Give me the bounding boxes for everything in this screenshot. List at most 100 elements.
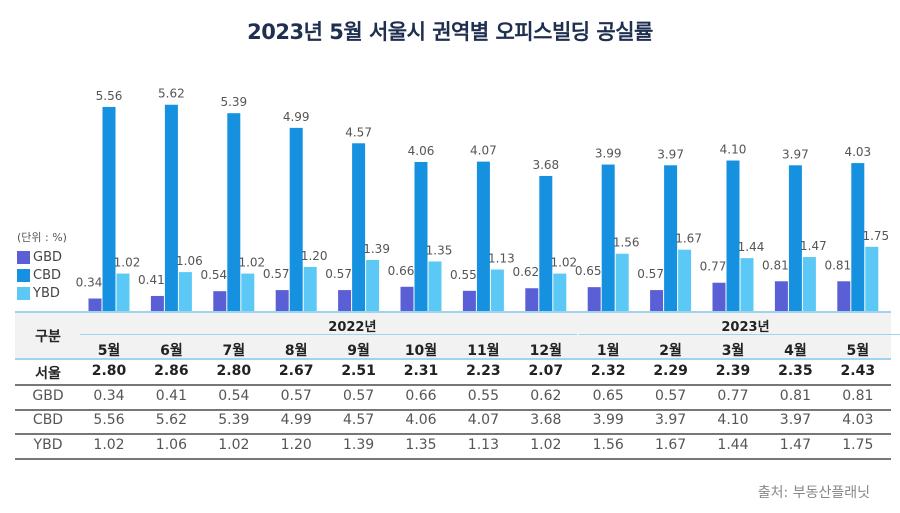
- bar-gbd: [400, 286, 414, 311]
- month-header: 9월: [347, 343, 370, 359]
- table-cell: 1.44: [717, 437, 749, 453]
- bar-cbd: [726, 160, 740, 311]
- table-cell: 1.56: [592, 437, 624, 453]
- table-cell: 0.57: [280, 388, 312, 404]
- legend-gbd: GBD: [17, 250, 62, 265]
- month-header: 10월: [404, 343, 438, 359]
- table-cell: 2.51: [341, 363, 376, 379]
- table-cell: 0.81: [779, 388, 811, 404]
- row-label-ybd: YBD: [33, 437, 63, 453]
- table-cell: 3.68: [530, 412, 562, 428]
- data-label-cbd: 4.10: [720, 143, 747, 157]
- data-label-cbd: 3.97: [657, 147, 684, 161]
- bar-gbd: [712, 282, 726, 311]
- table-cell: 0.65: [592, 388, 624, 404]
- row-label-서울: 서울: [35, 366, 61, 382]
- bar-cbd: [289, 127, 303, 311]
- month-header: 1월: [596, 343, 620, 359]
- bar-gbd: [213, 291, 227, 311]
- table-cell: 1.02: [93, 437, 125, 453]
- table-cell: 2.32: [590, 363, 626, 379]
- month-header: 11월: [467, 343, 500, 359]
- month-header: 5월: [97, 343, 121, 359]
- bar-ybd: [553, 273, 567, 311]
- data-label-gbd: 0.81: [824, 258, 851, 272]
- data-label-ybd: 1.35: [426, 243, 453, 257]
- month-header: 7월: [222, 343, 246, 359]
- month-header: 3월: [721, 343, 745, 359]
- bar-ybd: [366, 259, 380, 311]
- bar-ybd: [678, 249, 692, 311]
- data-label-cbd: 4.06: [408, 144, 435, 158]
- table-cell: 1.20: [280, 437, 312, 453]
- legend-label-cbd: CBD: [33, 268, 62, 283]
- row-label-cbd: CBD: [32, 412, 64, 428]
- year-group-label: 2022년: [328, 320, 377, 335]
- table-cell: 1.75: [842, 437, 874, 453]
- bar-ybd: [490, 269, 504, 311]
- month-header: 4월: [784, 343, 807, 359]
- data-label-gbd: 0.57: [263, 267, 290, 281]
- data-label-cbd: 5.39: [220, 95, 247, 109]
- unit-label: (단위 : %): [17, 231, 67, 244]
- table-cell: 1.67: [655, 437, 687, 453]
- table-cell: 1.02: [218, 437, 250, 453]
- table-cell: 5.62: [155, 412, 187, 428]
- data-label-gbd: 0.65: [575, 264, 602, 278]
- table-cell: 1.35: [405, 437, 437, 453]
- row-label-gbd: GBD: [32, 388, 64, 404]
- data-label-ybd: 1.06: [176, 254, 203, 268]
- bar-cbd: [851, 163, 865, 311]
- bar-cbd: [601, 164, 615, 311]
- table-cell: 2.80: [216, 363, 252, 379]
- bar-ybd: [178, 272, 192, 311]
- data-label-cbd: 4.03: [844, 145, 871, 159]
- bar-ybd: [428, 261, 442, 311]
- data-label-ybd: 1.44: [738, 240, 765, 254]
- bar-cbd: [227, 113, 241, 311]
- bar-ybd: [740, 258, 754, 311]
- bar-gbd: [650, 290, 664, 311]
- data-label-gbd: 0.41: [138, 273, 165, 287]
- table-header-band: [15, 313, 891, 359]
- bar-gbd: [774, 281, 788, 311]
- legend-ybd: YBD: [17, 286, 60, 301]
- table-cell: 0.57: [343, 388, 375, 404]
- data-label-gbd: 0.57: [637, 267, 664, 281]
- data-label-ybd: 1.20: [301, 249, 328, 263]
- bar-ybd: [241, 273, 255, 311]
- bar-gbd: [275, 290, 289, 311]
- year-group-line: [80, 334, 577, 335]
- table-cell: 2.31: [403, 363, 439, 379]
- data-label-cbd: 5.56: [96, 89, 123, 103]
- table-cell: 4.07: [467, 412, 499, 428]
- data-label-gbd: 0.57: [325, 267, 352, 281]
- table-cell: 4.99: [280, 412, 312, 428]
- table-cell: 1.39: [343, 437, 375, 453]
- table-cell: 4.06: [405, 412, 437, 428]
- legend-swatch-ybd: [17, 287, 30, 300]
- table-cell: 1.13: [467, 437, 499, 453]
- table-cell: 1.47: [779, 437, 811, 453]
- data-label-ybd: 1.75: [862, 229, 889, 243]
- legend-swatch-gbd: [17, 251, 30, 264]
- bar-gbd: [525, 288, 539, 311]
- table-cell: 0.41: [155, 388, 187, 404]
- bar-cbd: [539, 175, 553, 311]
- row-divider: [15, 384, 891, 386]
- legend-label-gbd: GBD: [33, 250, 63, 265]
- table-cell: 2.23: [466, 363, 501, 379]
- header-label: 구분: [35, 329, 61, 345]
- table-cell: 2.39: [715, 363, 751, 379]
- data-label-cbd: 3.68: [532, 158, 559, 172]
- data-label-cbd: 3.99: [595, 147, 622, 161]
- data-label-ybd: 1.13: [488, 252, 515, 266]
- table-cell: 0.55: [467, 388, 499, 404]
- row-divider: [15, 409, 891, 411]
- table-cell: 1.02: [530, 437, 562, 453]
- month-header: 6월: [160, 343, 183, 359]
- bar-ybd: [802, 257, 816, 311]
- bar-gbd: [587, 287, 601, 311]
- table-cell: 1.06: [155, 437, 187, 453]
